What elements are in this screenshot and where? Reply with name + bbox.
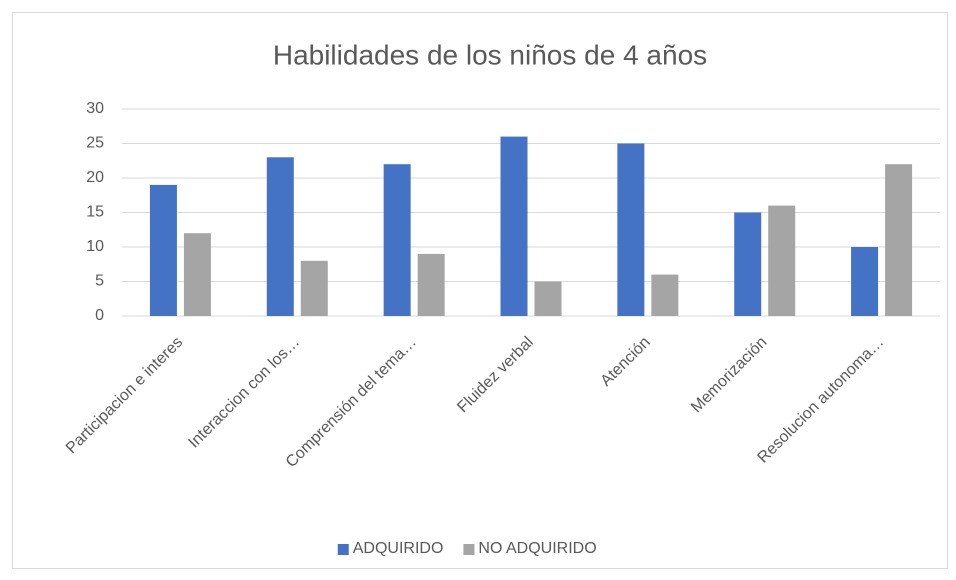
bar: [734, 212, 762, 316]
y-tick-label: 15: [86, 204, 104, 221]
bar: [617, 143, 645, 316]
bar: [768, 205, 796, 316]
bar: [266, 157, 294, 316]
bar: [885, 164, 913, 316]
bar: [417, 253, 445, 316]
bar: [851, 247, 879, 316]
chart-title: Habilidades de los niños de 4 años: [273, 39, 707, 70]
y-tick-label: 10: [86, 238, 104, 255]
y-tick-label: 25: [86, 135, 104, 152]
bar: [300, 260, 328, 316]
bar: [383, 164, 411, 316]
y-tick-label: 20: [86, 169, 104, 186]
legend-label: NO ADQUIRIDO: [478, 540, 596, 557]
bar: [651, 274, 679, 316]
legend-swatch: [463, 544, 475, 555]
bar: [534, 281, 562, 316]
y-tick-label: 5: [95, 273, 104, 290]
bar: [149, 184, 177, 316]
y-tick-label: 30: [86, 100, 104, 117]
legend-label: ADQUIRIDO: [353, 540, 444, 557]
bar: [500, 136, 528, 316]
bar: [183, 233, 211, 316]
y-tick-label: 0: [95, 307, 104, 324]
legend-swatch: [337, 544, 349, 555]
